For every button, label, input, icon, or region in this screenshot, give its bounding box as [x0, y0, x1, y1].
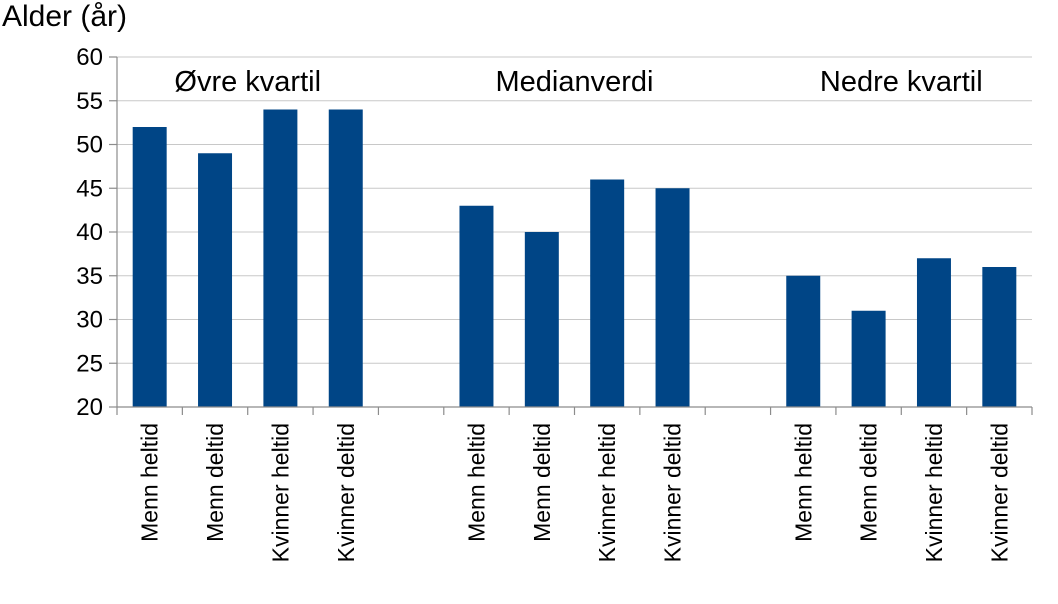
category-label: Menn deltid [202, 423, 228, 542]
y-tick-label: 25 [76, 350, 103, 377]
y-tick-label: 50 [76, 132, 103, 159]
axes [116, 57, 1033, 415]
bar [328, 109, 363, 407]
category-label: Menn heltid [463, 423, 489, 542]
bar [132, 127, 167, 407]
y-tick-label: 40 [76, 219, 103, 246]
y-axis-ticks: 20 25 30 35 40 45 50 55 60 [76, 44, 117, 421]
bars [132, 109, 1017, 407]
category-label: Kvinner heltid [594, 423, 620, 562]
bar [459, 205, 494, 407]
bar [982, 267, 1017, 407]
category-label: Menn heltid [790, 423, 816, 542]
y-tick-label: 30 [76, 307, 103, 334]
category-label: Menn deltid [529, 423, 555, 542]
bar [590, 179, 625, 407]
group-label: Medianverdi [496, 66, 654, 98]
category-label: Kvinner deltid [660, 423, 686, 562]
category-label: Kvinner heltid [267, 423, 293, 562]
category-labels: Menn heltid Menn deltid Kvinner heltid Kvin… [137, 423, 1013, 562]
group-label: Øvre kvartil [174, 66, 321, 98]
bar [851, 310, 886, 407]
category-label: Menn heltid [137, 423, 163, 542]
bar [786, 275, 821, 407]
y-tick-label: 55 [76, 88, 103, 115]
gridlines [117, 56, 1032, 364]
category-label: Kvinner deltid [986, 423, 1012, 562]
category-label: Menn deltid [856, 423, 882, 542]
group-labels: Øvre kvartil Medianverdi Nedre kvartil [174, 66, 982, 98]
y-tick-label: 45 [76, 175, 103, 202]
group-label: Nedre kvartil [820, 66, 983, 98]
bar [916, 258, 951, 407]
category-label: Kvinner deltid [333, 423, 359, 562]
bar [263, 109, 298, 407]
bar [524, 232, 559, 407]
bar [198, 153, 233, 407]
y-axis-title: Alder (år) [2, 0, 127, 33]
bar [655, 188, 690, 407]
y-tick-label: 60 [76, 44, 103, 71]
category-label: Kvinner heltid [921, 423, 947, 562]
y-tick-label: 35 [76, 263, 103, 290]
y-tick-label: 20 [76, 394, 103, 421]
